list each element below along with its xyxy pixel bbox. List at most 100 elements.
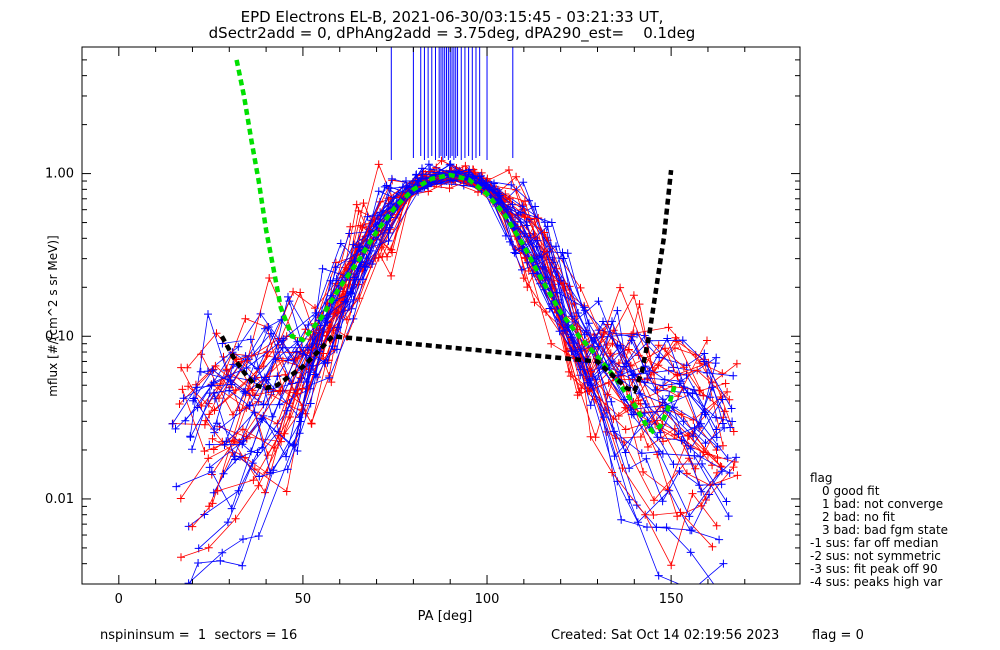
data-point: [200, 420, 209, 429]
data-point: [720, 407, 729, 416]
data-point: [644, 443, 652, 451]
legend-item: -3 sus: fit peak off 90: [810, 562, 938, 576]
data-point: [696, 452, 705, 461]
data-point: [358, 275, 367, 284]
data-point: [520, 197, 529, 206]
data-point: [323, 358, 332, 367]
data-point: [178, 385, 187, 394]
data-point: [575, 388, 584, 397]
measurement-series: [219, 171, 726, 521]
legend-item: 0 good fit: [822, 484, 880, 498]
data-point: [586, 432, 595, 441]
data-point: [623, 404, 632, 413]
data-point: [726, 423, 735, 432]
data-point: [209, 488, 218, 497]
data-point: [345, 229, 354, 238]
data-point: [713, 454, 722, 463]
data-point: [216, 379, 225, 388]
data-point: [723, 387, 732, 396]
data-point: [672, 337, 681, 346]
data-point: [658, 449, 667, 458]
data-point: [259, 400, 268, 409]
data-point: [258, 443, 267, 452]
data-point: [678, 336, 687, 345]
data-point: [283, 465, 292, 474]
data-point: [594, 342, 603, 351]
data-point: [227, 504, 236, 513]
data-point: [418, 170, 427, 179]
measurement-series: [210, 172, 710, 437]
data-point: [719, 559, 728, 568]
data-point: [559, 284, 568, 292]
data-point: [610, 452, 619, 461]
data-point: [547, 218, 556, 227]
data-point: [625, 464, 634, 473]
legend-item: -4 sus: peaks high var: [810, 575, 943, 589]
data-point: [414, 177, 423, 186]
series-line: [222, 169, 732, 418]
data-point: [255, 472, 264, 481]
data-point: [675, 379, 684, 388]
plot-frame: [81, 46, 801, 585]
data-point: [635, 300, 644, 309]
data-point: [718, 369, 727, 378]
data-point: [599, 317, 607, 326]
y-tick-label: 0.01: [45, 492, 74, 507]
data-point: [703, 336, 711, 345]
data-point: [729, 371, 738, 380]
data-point: [204, 310, 212, 319]
data-point: [693, 366, 702, 375]
data-point: [660, 375, 669, 384]
x-tick-label: 50: [295, 592, 312, 607]
data-point: [662, 523, 671, 532]
data-point: [656, 428, 665, 437]
legend-item: 2 bad: no fit: [822, 510, 895, 524]
data-point: [205, 440, 214, 449]
data-point: [697, 487, 706, 496]
data-point: [699, 391, 708, 400]
data-point: [576, 283, 585, 292]
data-point: [627, 336, 636, 345]
data-point: [725, 469, 734, 477]
footer-spin-info: nspininsum = 1 sectors = 16: [100, 628, 297, 643]
data-point: [278, 336, 287, 345]
data-point: [629, 291, 638, 300]
data-point: [261, 324, 269, 333]
x-tick-label: 150: [659, 592, 684, 607]
data-point: [582, 326, 591, 335]
data-point: [580, 330, 589, 339]
data-point: [231, 514, 240, 523]
data-point: [663, 334, 672, 343]
data-point: [577, 345, 586, 354]
measurement-series: [172, 170, 726, 513]
data-point: [345, 280, 354, 289]
data-point: [204, 543, 213, 552]
data-point: [355, 294, 364, 303]
chart-subtitle: dSectr2add = 0, dPhAng2add = 3.75deg, dP…: [209, 24, 696, 43]
data-point: [708, 542, 717, 551]
data-point: [632, 501, 641, 510]
data-point: [674, 392, 683, 401]
data-point: [325, 373, 334, 382]
data-point: [654, 341, 663, 350]
data-point: [208, 366, 217, 375]
data-point: [205, 463, 214, 472]
data-point: [729, 463, 738, 472]
data-point: [719, 441, 727, 450]
measurement-series: [183, 169, 727, 378]
data-point: [225, 386, 234, 395]
data-point: [670, 403, 678, 412]
data-point: [318, 264, 327, 273]
data-point: [211, 361, 220, 370]
data-point: [614, 412, 623, 420]
data-point: [607, 397, 616, 406]
data-point: [542, 308, 550, 316]
data-point: [249, 476, 258, 485]
data-point: [649, 511, 658, 519]
data-point: [718, 395, 727, 404]
data-point: [231, 386, 240, 394]
data-point: [418, 164, 426, 173]
measurement-series: [205, 175, 711, 419]
data-point: [690, 423, 699, 432]
data-point: [636, 433, 645, 441]
